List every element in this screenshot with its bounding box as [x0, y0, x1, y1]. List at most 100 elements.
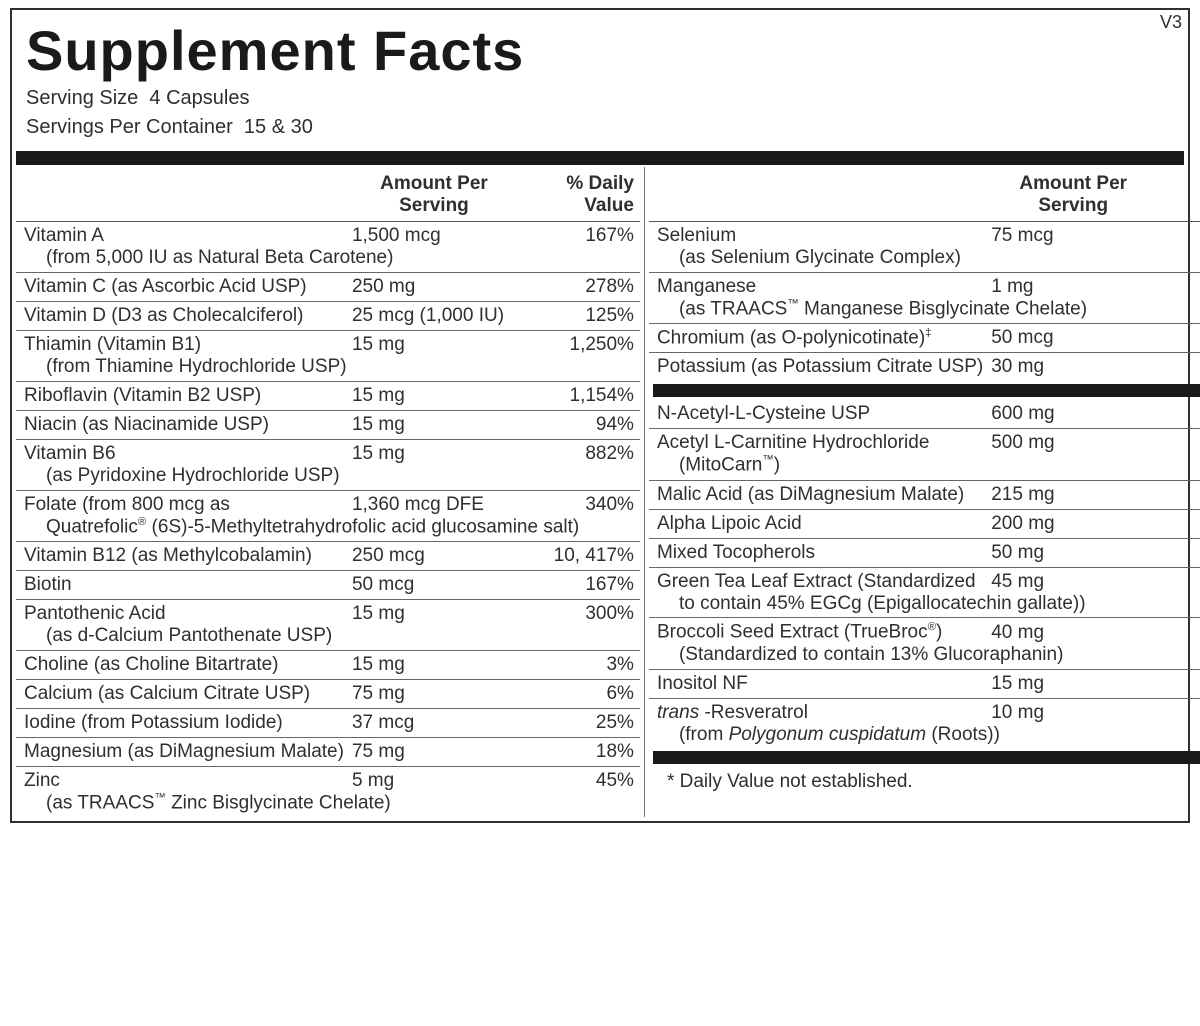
nutrient-name: Green Tea Leaf Extract (Standardized [657, 571, 983, 593]
nutrient-amount: 1,360 mcg DFE [344, 494, 524, 516]
nutrient-amount: 15 mg [344, 414, 524, 436]
nutrient-subtext: (MitoCarn™) [657, 454, 1200, 476]
nutrient-subtext: (as d-Calcium Pantothenate USP) [24, 625, 634, 647]
nutrient-name: Iodine (from Potassium Iodide) [24, 712, 344, 734]
nutrient-name: Biotin [24, 574, 344, 596]
nutrient-dv: 136% [1163, 225, 1200, 247]
nutrient-name: Riboflavin (Vitamin B2 USP) [24, 385, 344, 407]
nutrient-amount: 200 mg [983, 513, 1163, 535]
nutrient-dv: * [1163, 673, 1200, 695]
nutrient-row: Calcium (as Calcium Citrate USP)75 mg6% [16, 680, 640, 709]
column-header: Amount PerServing % DailyValue [649, 167, 1200, 222]
nutrient-row: Alpha Lipoic Acid200 mg* [649, 510, 1200, 539]
nutrient-name: Potassium (as Potassium Citrate USP) [657, 356, 983, 378]
header-amount: Amount PerServing [983, 173, 1163, 217]
nutrient-name: trans -Resveratrol [657, 702, 983, 724]
two-column-layout: Amount PerServing % DailyValue Vitamin A… [12, 167, 1188, 817]
nutrient-dv: 18% [524, 741, 634, 763]
nutrient-amount: 600 mg [983, 403, 1163, 425]
nutrient-row: Vitamin B12 (as Methylcobalamin)250 mcg1… [16, 542, 640, 571]
nutrient-dv: 882% [524, 443, 634, 465]
nutrient-dv: 340% [524, 494, 634, 516]
nutrient-subtext: (as TRAACS™ Manganese Bisglycinate Chela… [657, 298, 1200, 320]
nutrient-amount: 15 mg [344, 385, 524, 407]
nutrient-row: Vitamin A1,500 mcg167%(from 5,000 IU as … [16, 222, 640, 273]
nutrient-amount: 15 mg [344, 443, 524, 465]
nutrient-amount: 250 mcg [344, 545, 524, 567]
nutrient-name: Magnesium (as DiMagnesium Malate) [24, 741, 344, 763]
nutrient-dv: 1,154% [524, 385, 634, 407]
nutrient-dv: 143% [1163, 327, 1200, 349]
column-header: Amount PerServing % DailyValue [16, 167, 640, 222]
nutrient-name: Vitamin A [24, 225, 344, 247]
nutrient-row: Choline (as Choline Bitartrate)15 mg3% [16, 651, 640, 680]
nutrient-row: Pantothenic Acid15 mg300%(as d-Calcium P… [16, 600, 640, 651]
servings-value: 15 & 30 [244, 116, 313, 138]
nutrient-name: Mixed Tocopherols [657, 542, 983, 564]
nutrient-amount: 30 mg [983, 356, 1163, 378]
nutrient-row: Potassium (as Potassium Citrate USP)30 m… [649, 353, 1200, 381]
nutrient-amount: 45 mg [983, 571, 1163, 593]
nutrient-name: Folate (from 800 mcg as [24, 494, 344, 516]
nutrient-dv: * [1163, 571, 1200, 593]
nutrient-name: Vitamin C (as Ascorbic Acid USP) [24, 276, 344, 298]
nutrient-row: Acetyl L-Carnitine Hydrochloride500 mg*(… [649, 429, 1200, 480]
version-label: V3 [1160, 12, 1182, 33]
left-rows: Vitamin A1,500 mcg167%(from 5,000 IU as … [16, 222, 640, 817]
nutrient-dv: <1% [1163, 356, 1200, 378]
nutrient-row: Iodine (from Potassium Iodide)37 mcg25% [16, 709, 640, 738]
thick-separator [16, 151, 1184, 165]
nutrient-subtext: (as Pyridoxine Hydrochloride USP) [24, 465, 634, 487]
nutrient-amount: 15 mg [983, 673, 1163, 695]
servings-label: Servings Per Container [26, 116, 233, 138]
nutrient-amount: 1,500 mcg [344, 225, 524, 247]
nutrient-dv: 25% [524, 712, 634, 734]
nutrient-name: Malic Acid (as DiMagnesium Malate) [657, 484, 983, 506]
nutrient-dv: 1,250% [524, 334, 634, 356]
nutrient-name: Manganese [657, 276, 983, 298]
nutrient-row: Vitamin B615 mg882%(as Pyridoxine Hydroc… [16, 440, 640, 491]
nutrient-subtext: (as Selenium Glycinate Complex) [657, 247, 1200, 269]
nutrient-name: Vitamin B12 (as Methylcobalamin) [24, 545, 344, 567]
right-bottom-rows: N-Acetyl-L-Cysteine USP600 mg*Acetyl L-C… [649, 400, 1200, 748]
nutrient-dv: * [1163, 513, 1200, 535]
nutrient-dv: 167% [524, 574, 634, 596]
nutrient-row: Manganese1 mg43%(as TRAACS™ Manganese Bi… [649, 273, 1200, 324]
nutrient-row: Mixed Tocopherols50 mg* [649, 539, 1200, 568]
nutrient-name: Vitamin B6 [24, 443, 344, 465]
nutrient-subtext: (as TRAACS™ Zinc Bisglycinate Chelate) [24, 792, 634, 814]
thick-separator-bottom [653, 751, 1200, 764]
nutrient-amount: 50 mcg [344, 574, 524, 596]
thick-separator-mid [653, 384, 1200, 397]
nutrient-name: Zinc [24, 770, 344, 792]
nutrient-dv: * [1163, 484, 1200, 506]
nutrient-amount: 15 mg [344, 334, 524, 356]
nutrient-dv: 278% [524, 276, 634, 298]
nutrient-amount: 75 mg [344, 741, 524, 763]
nutrient-dv: * [1163, 403, 1200, 425]
nutrient-dv: * [1163, 702, 1200, 724]
nutrient-name: Chromium (as O-polynicotinate)‡ [657, 327, 983, 349]
nutrient-amount: 250 mg [344, 276, 524, 298]
nutrient-dv: 10, 417% [524, 545, 634, 567]
header-dv: % DailyValue [524, 173, 634, 217]
nutrient-row: Vitamin C (as Ascorbic Acid USP)250 mg27… [16, 273, 640, 302]
nutrient-row: Malic Acid (as DiMagnesium Malate)215 mg… [649, 481, 1200, 510]
nutrient-dv: 125% [524, 305, 634, 327]
nutrient-name: Niacin (as Niacinamide USP) [24, 414, 344, 436]
servings-per-container: Servings Per Container 15 & 30 [12, 112, 1188, 141]
footnote: * Daily Value not established. [649, 767, 1200, 799]
nutrient-dv: 45% [524, 770, 634, 792]
nutrient-row: Green Tea Leaf Extract (Standardized45 m… [649, 568, 1200, 619]
nutrient-amount: 10 mg [983, 702, 1163, 724]
nutrient-row: Niacin (as Niacinamide USP)15 mg94% [16, 411, 640, 440]
nutrient-amount: 75 mg [344, 683, 524, 705]
nutrient-row: Vitamin D (D3 as Cholecalciferol)25 mcg … [16, 302, 640, 331]
nutrient-row: trans -Resveratrol10 mg*(from Polygonum … [649, 699, 1200, 749]
nutrient-dv: 300% [524, 603, 634, 625]
nutrient-amount: 37 mcg [344, 712, 524, 734]
nutrient-dv: 94% [524, 414, 634, 436]
nutrient-row: Riboflavin (Vitamin B2 USP)15 mg1,154% [16, 382, 640, 411]
nutrient-amount: 75 mcg [983, 225, 1163, 247]
nutrient-row: Inositol NF15 mg* [649, 670, 1200, 699]
